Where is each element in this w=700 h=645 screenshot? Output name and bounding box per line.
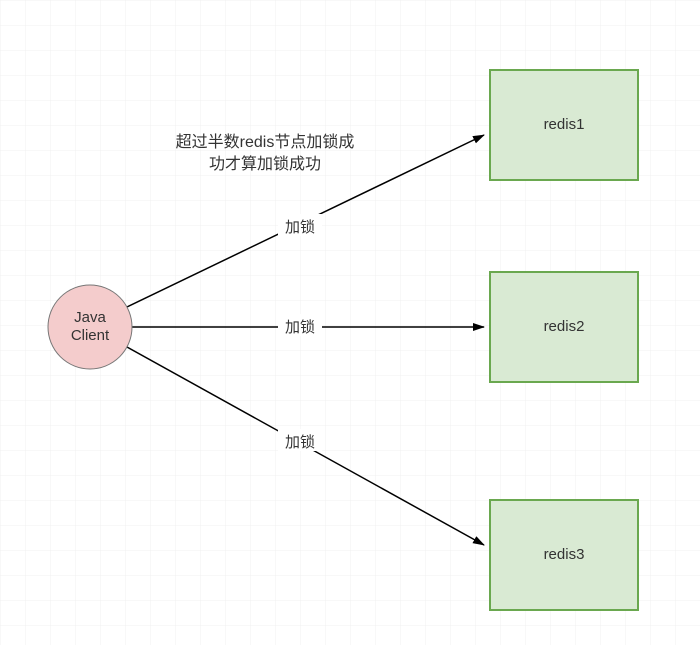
redis-node — [490, 272, 638, 382]
diagram-canvas: 加锁加锁加锁JavaClientredis1redis2redis3超过半数re… — [0, 0, 700, 645]
java-client-node — [48, 285, 132, 369]
redis-node — [490, 70, 638, 180]
redis-node — [490, 500, 638, 610]
diagram-svg — [0, 0, 700, 645]
